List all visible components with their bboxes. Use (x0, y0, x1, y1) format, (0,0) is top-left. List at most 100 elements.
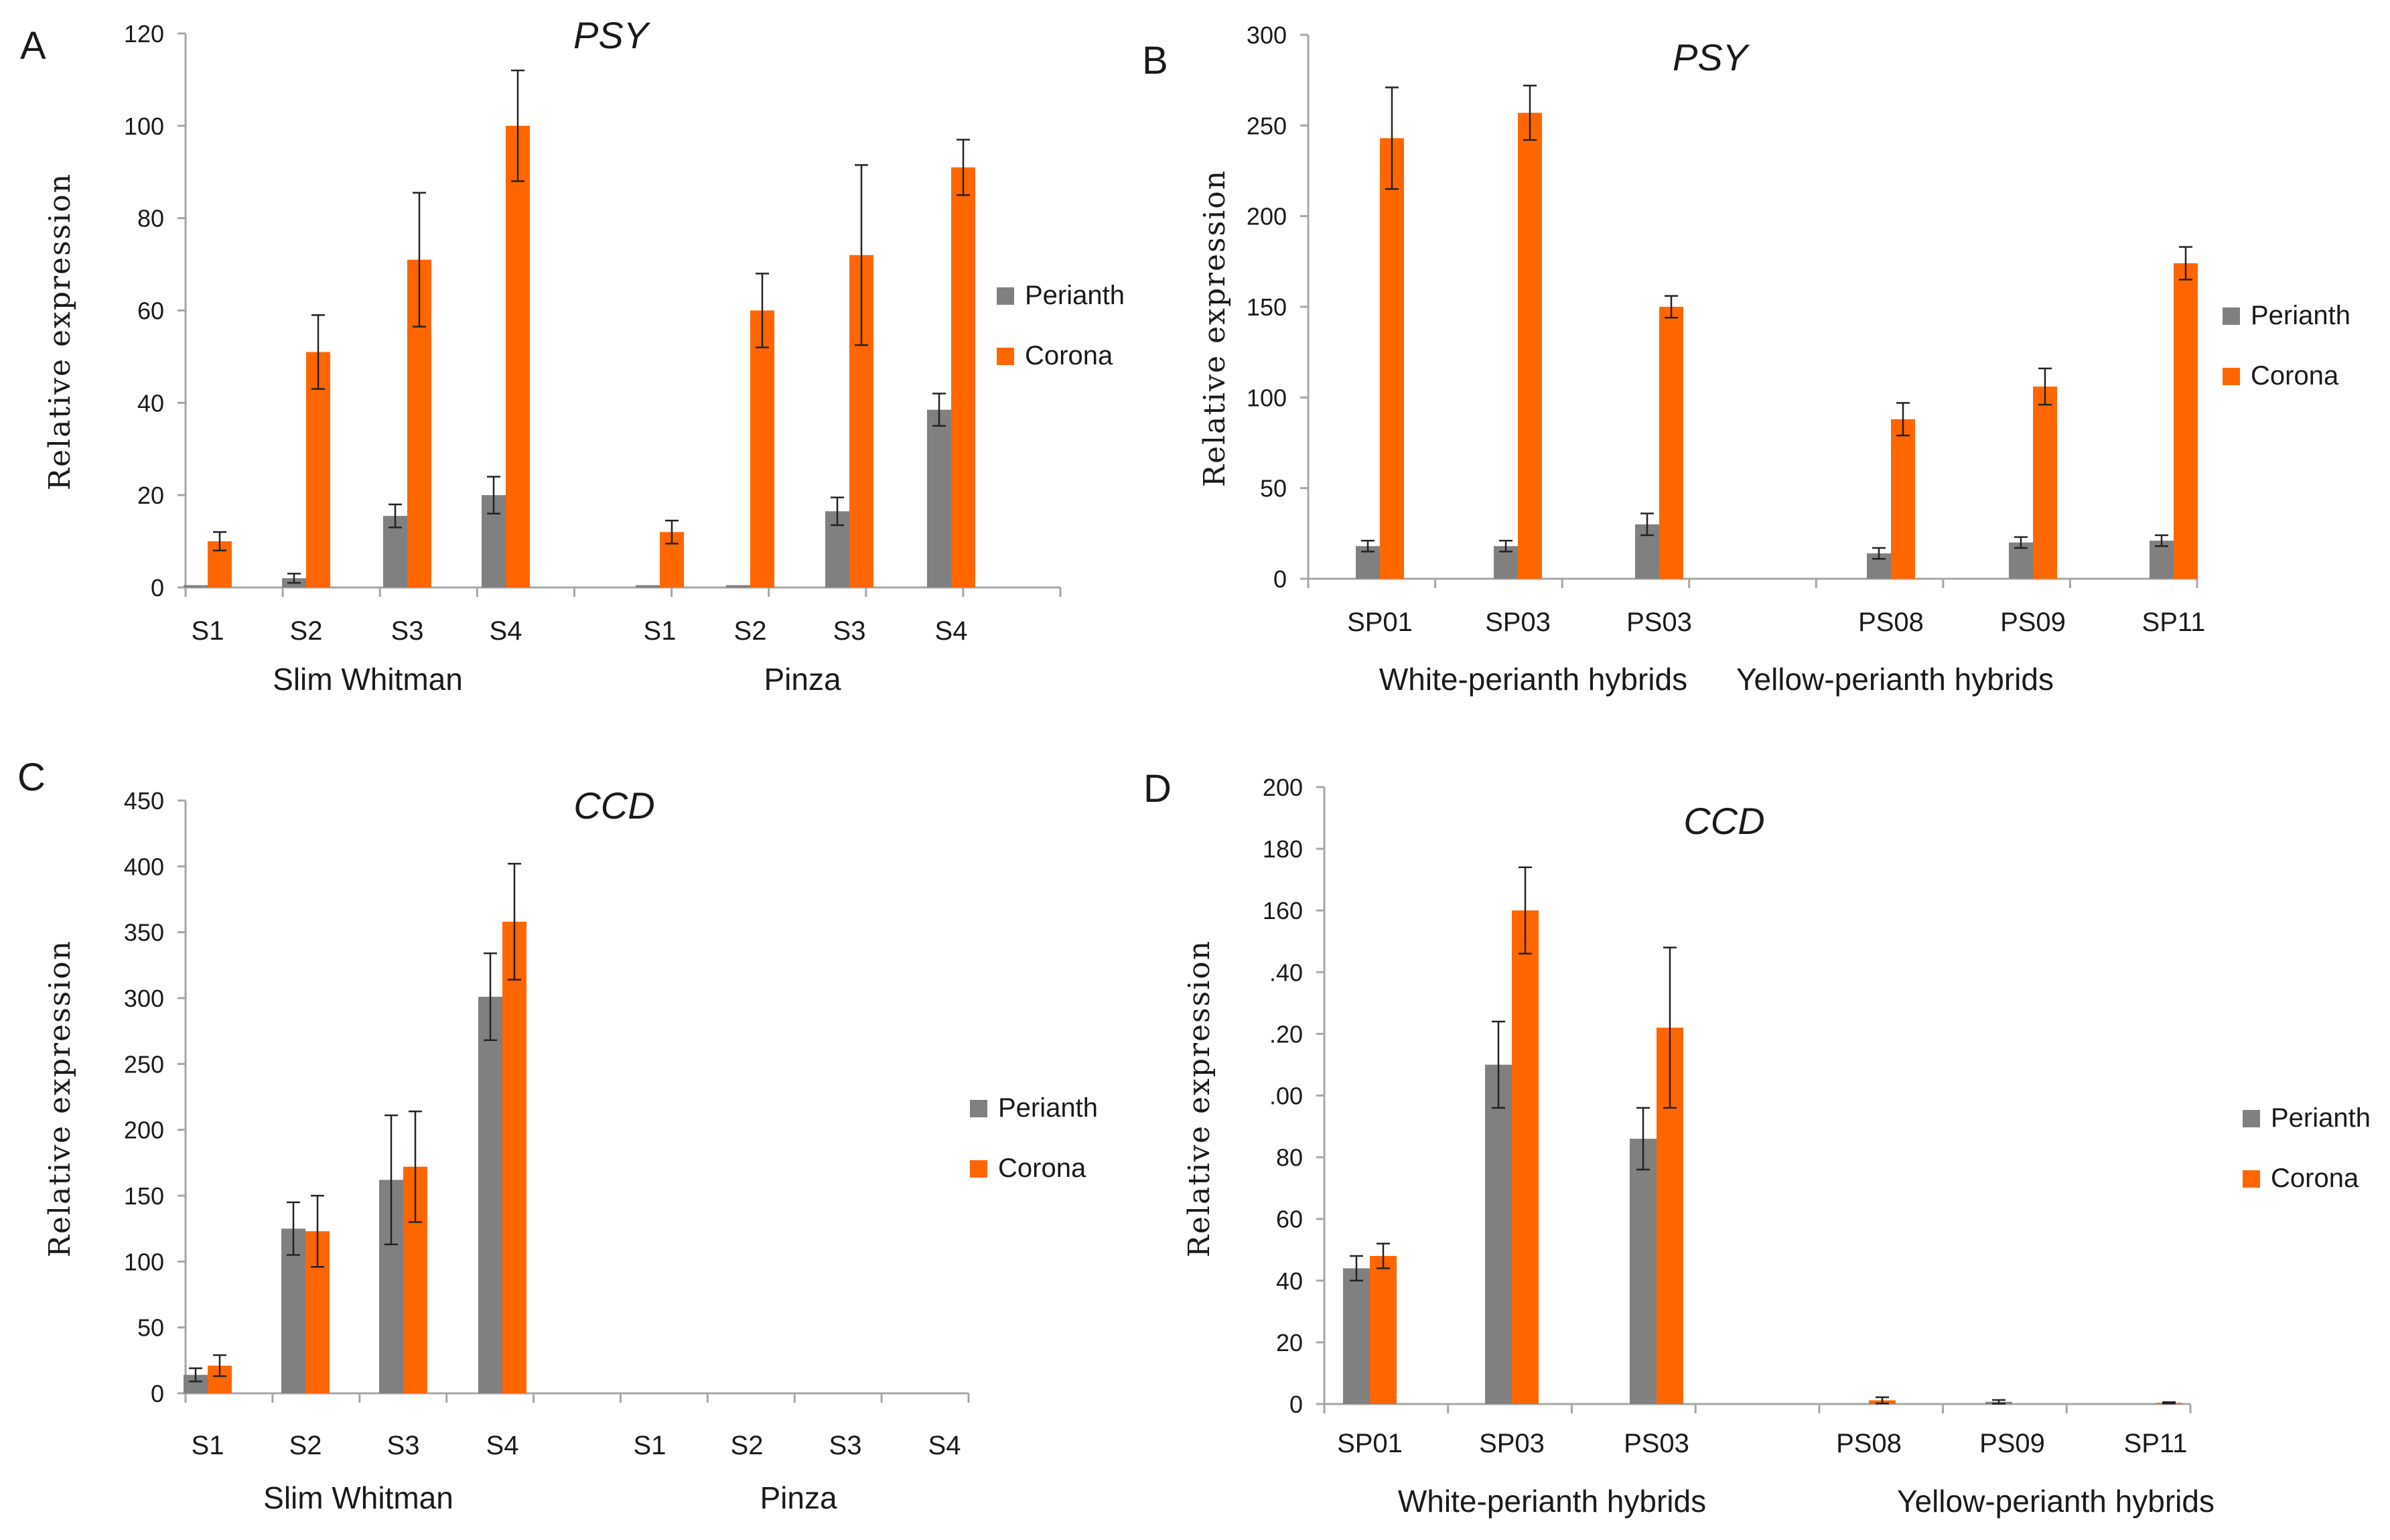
x-tick-label: SP01 (1337, 1429, 1403, 1458)
group-label: Pinza (760, 1480, 837, 1515)
y-tick-label: 250 (1247, 112, 1287, 139)
x-tick-label: S2 (734, 616, 767, 646)
error-bar (311, 314, 325, 390)
x-tick-label: PS09 (2000, 608, 2066, 637)
y-tick-label: 20 (1276, 1329, 1303, 1356)
y-tick-label: 100 (124, 113, 164, 140)
y-tick-label: 0 (1289, 1391, 1303, 1418)
legend-label: Corona (1025, 341, 1113, 370)
y-tick-label: 300 (1247, 21, 1287, 49)
perianth-bar-ps03 (1630, 1138, 1657, 1404)
error-bar (1499, 539, 1513, 553)
legend-label: Perianth (1025, 281, 1125, 310)
y-tick-label: 150 (1247, 293, 1287, 321)
group-label: Yellow-perianth hybrids (1897, 1484, 2215, 1519)
error-bar (1872, 547, 1886, 560)
y-tick-label: .00 (1269, 1082, 1303, 1110)
corona-bar-s4 (951, 167, 975, 587)
y-tick-label: 80 (1276, 1144, 1303, 1172)
panel-letter: D (1143, 767, 1172, 811)
error-bar (2155, 534, 2168, 547)
y-tick-label: 60 (1276, 1206, 1303, 1233)
y-tick-label: 0 (1273, 565, 1287, 593)
panel-A: A PSY 0 20 40 60 80 100 120 Relative expression S1… (20, 14, 1125, 697)
legend-label: Perianth (2271, 1103, 2371, 1133)
error-bar (2038, 367, 2052, 406)
legend-swatch (970, 1160, 987, 1178)
y-tick-label: 200 (124, 1117, 164, 1144)
legend-swatch (2243, 1110, 2260, 1127)
x-tick-label: SP03 (1485, 608, 1551, 637)
error-bar (1385, 86, 1399, 190)
perianth-bar-sp11 (2150, 541, 2174, 579)
error-bar (384, 1114, 398, 1246)
legend-swatch (2243, 1170, 2260, 1188)
error-bar (413, 192, 426, 328)
x-tick-label: S1 (192, 616, 224, 646)
x-tick-label: S4 (935, 616, 968, 646)
legend-label: Corona (2251, 361, 2339, 391)
error-bar (957, 139, 970, 196)
y-tick-label: 0 (151, 574, 164, 602)
x-tick-label: SP11 (2124, 1429, 2188, 1458)
x-tick-label: S2 (289, 1431, 322, 1460)
error-bar (487, 476, 500, 514)
error-bar (287, 1201, 300, 1256)
y-tick-label: 0 (151, 1380, 164, 1407)
y-axis-label: Relative expression (1198, 169, 1232, 487)
group-label: Slim Whitman (273, 662, 463, 697)
y-tick-label: 160 (1263, 897, 1303, 924)
corona-bar-sp01 (1370, 1255, 1397, 1404)
error-bar (389, 503, 402, 529)
y-tick-label: 180 (1263, 835, 1303, 863)
y-tick-label: 40 (137, 389, 164, 417)
corona-bar-sp11 (2174, 263, 2198, 579)
x-tick-label: SP03 (1479, 1429, 1545, 1458)
y-tick-label: 450 (124, 787, 164, 815)
y-tick-label: 120 (124, 20, 164, 48)
error-bar (1992, 1399, 2006, 1405)
y-axis-label: Relative expression (43, 173, 77, 490)
group-label: White-perianth hybrids (1379, 662, 1687, 697)
legend-label: Perianth (2251, 301, 2350, 330)
error-bar (484, 952, 497, 1042)
corona-bar-s4 (506, 125, 530, 588)
group-label: Pinza (764, 662, 841, 697)
group-label: Yellow-perianth hybrids (1736, 662, 2054, 697)
x-tick-label: PS03 (1624, 1429, 1689, 1458)
corona-bar-s2 (306, 352, 330, 587)
x-tick-label: S4 (490, 616, 522, 646)
legend: Perianth Corona (2243, 1103, 2371, 1193)
x-tick-label: S1 (644, 616, 677, 646)
group-label: Slim Whitman (263, 1480, 453, 1515)
perianth-bar-s4 (478, 997, 502, 1393)
error-bar (1361, 539, 1375, 553)
error-bar (1876, 1396, 1889, 1405)
error-bar (287, 573, 301, 584)
corona-bar-ps03 (1659, 307, 1683, 579)
x-tick-label: S4 (486, 1431, 519, 1460)
y-tick-label: 400 (124, 853, 164, 880)
error-bar (213, 1354, 226, 1377)
error-bar (1665, 295, 1678, 319)
x-tick-label: PS08 (1836, 1429, 1902, 1458)
error-bar (831, 496, 844, 527)
y-tick-label: 50 (137, 1314, 164, 1342)
x-tick-label: S3 (829, 1431, 862, 1460)
corona-bar-s4 (502, 921, 526, 1393)
error-bar (311, 1194, 324, 1268)
error-bar (1523, 84, 1537, 141)
y-tick-label: 250 (124, 1050, 164, 1078)
y-tick-label: 100 (1247, 384, 1287, 411)
error-bar (1519, 866, 1532, 955)
y-tick-label: 350 (124, 919, 164, 947)
legend-swatch (2223, 368, 2240, 385)
y-axis-label: Relative expression (1182, 940, 1216, 1257)
legend-label: Perianth (998, 1093, 1098, 1123)
error-bar (409, 1110, 422, 1223)
y-tick-label: 200 (1263, 774, 1303, 801)
y-tick-label: 60 (137, 297, 164, 325)
panel-letter: B (1142, 39, 1168, 82)
y-tick-label: 150 (124, 1182, 164, 1210)
